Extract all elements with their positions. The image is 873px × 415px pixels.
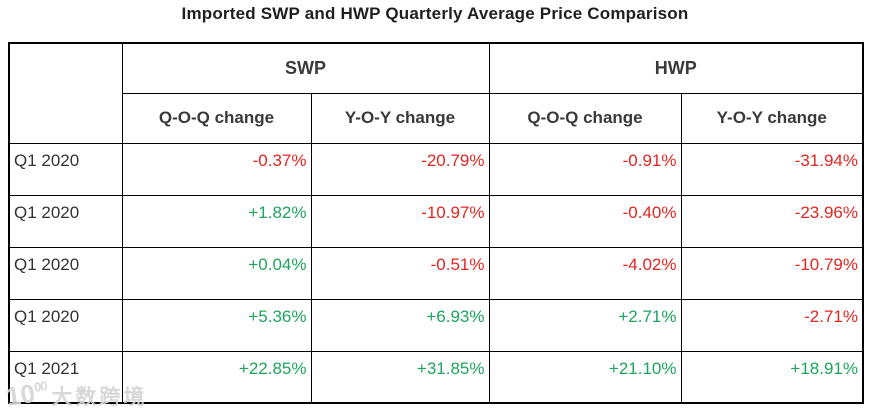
pct-value: +18.91% (790, 358, 859, 378)
table-cell: -31.94% (680, 142, 864, 196)
pct-value: +0.04% (248, 254, 307, 274)
row-label: Q1 2020 (8, 246, 123, 300)
table-cell: -0.51% (310, 246, 490, 300)
sub-header-hwp-qoq: Q-O-Q change (488, 92, 682, 144)
table-row: Q1 2020 -0.37% -20.79% -0.91% -31.94% (8, 142, 864, 196)
table-cell: -20.79% (310, 142, 490, 196)
table-cell: -0.40% (488, 194, 682, 248)
group-header-swp: SWP (121, 42, 490, 94)
table-row: Q1 2020 +1.82% -10.97% -0.40% -23.96% (8, 194, 864, 248)
table-cell: +1.82% (121, 194, 312, 248)
table-row: Q1 2020 +0.04% -0.51% -4.02% -10.79% (8, 246, 864, 300)
sub-header-swp-qoq: Q-O-Q change (121, 92, 312, 144)
watermark-brand-text: 大数跨境 (51, 386, 148, 409)
pct-value: -2.71% (804, 306, 859, 326)
pct-value: -31.94% (794, 150, 859, 170)
pct-value: +2.71% (618, 306, 677, 326)
table-cell: -23.96% (680, 194, 864, 248)
table-cell: +31.85% (310, 350, 490, 404)
table-cell: -10.79% (680, 246, 864, 300)
table-cell: -2.71% (680, 298, 864, 352)
row-label: Q1 2020 (8, 142, 123, 196)
table-cell: +18.91% (680, 350, 864, 404)
table-cell: -0.37% (121, 142, 312, 196)
table-cell: +21.10% (488, 350, 682, 404)
pct-value: +6.93% (426, 306, 485, 326)
row-label: Q1 2020 (8, 194, 123, 248)
watermark-logo-icon: 1000 (4, 378, 48, 412)
pct-value: +21.10% (608, 358, 677, 378)
table-cell: +2.71% (488, 298, 682, 352)
table-cell: +5.36% (121, 298, 312, 352)
pct-value: +1.82% (248, 202, 307, 222)
pct-value: -23.96% (794, 202, 859, 222)
pct-value: +5.36% (248, 306, 307, 326)
pct-value: -0.51% (430, 254, 485, 274)
sub-header-row: Q-O-Q change Y-O-Y change Q-O-Q change Y… (9, 92, 864, 144)
group-header-hwp: HWP (488, 42, 864, 94)
table-row: Q1 2020 +5.36% +6.93% +2.71% -2.71% (8, 298, 864, 352)
pct-value: -20.79% (421, 150, 485, 170)
row-label: Q1 2021 (8, 350, 123, 404)
group-header-row: SWP HWP (8, 42, 864, 144)
sub-header-hwp-yoy: Y-O-Y change (680, 92, 864, 144)
pct-value: -4.02% (622, 254, 677, 274)
pct-value: +31.85% (416, 358, 485, 378)
table-cell: +6.93% (310, 298, 490, 352)
price-comparison-table: SWP HWP Q-O-Q change Y-O-Y change Q-O-Q … (8, 42, 865, 404)
pct-value: +22.85% (238, 358, 307, 378)
pct-value: -0.37% (252, 150, 307, 170)
table-cell: +22.85% (121, 350, 312, 404)
pct-value: -10.79% (794, 254, 859, 274)
table-cell: +0.04% (121, 246, 312, 300)
table-row: Q1 2021 +22.85% +31.85% +21.10% +18.91% (8, 350, 864, 404)
pct-value: -0.91% (622, 150, 677, 170)
table-cell: -0.91% (488, 142, 682, 196)
table-cell: -10.97% (310, 194, 490, 248)
corner-cell (8, 42, 123, 144)
pct-value: -10.97% (421, 202, 485, 222)
watermark: 1000 大数跨境 (4, 378, 148, 412)
row-label: Q1 2020 (8, 298, 123, 352)
page-title: Imported SWP and HWP Quarterly Average P… (181, 4, 689, 23)
sub-header-swp-yoy: Y-O-Y change (310, 92, 490, 144)
pct-value: -0.40% (622, 202, 677, 222)
table-cell: -4.02% (488, 246, 682, 300)
